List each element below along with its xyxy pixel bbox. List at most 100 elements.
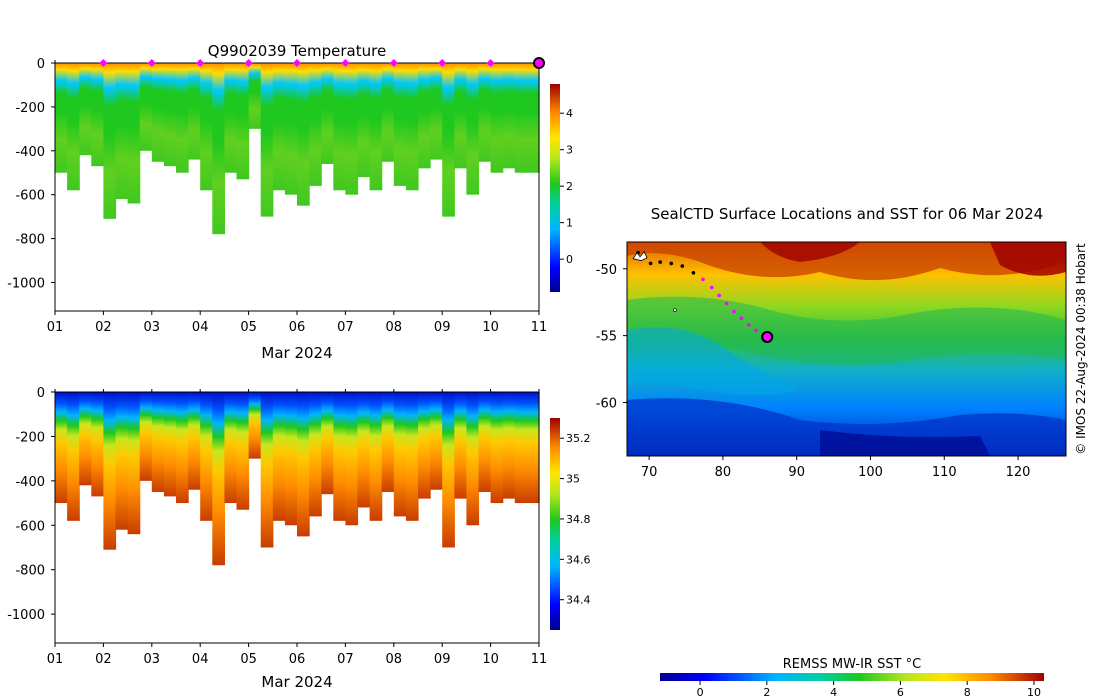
profile-column [188, 63, 201, 160]
profile-column [212, 392, 225, 566]
track-point [701, 277, 705, 282]
lon-tick-label: 110 [932, 465, 957, 480]
x-tick-label: 05 [240, 320, 257, 335]
track-point [710, 285, 714, 290]
lon-tick-label: 70 [641, 465, 658, 480]
y-tick-label: 0 [37, 57, 45, 72]
colorbar-tick-label: 35 [566, 473, 580, 486]
lat-tick-label: -60 [596, 397, 617, 412]
track-point [680, 264, 685, 268]
y-tick-label: -1000 [7, 276, 45, 291]
profile-column [139, 63, 153, 151]
salinity-x-axis: 01 02 03 04 05 06 07 08 09 10 11 [47, 389, 548, 667]
x-tick-label: 05 [240, 652, 257, 667]
seal-track [632, 250, 774, 343]
profile-column [248, 63, 262, 129]
sst-colorbar-tick-label: 4 [830, 686, 837, 699]
profile-column [466, 392, 480, 526]
lat-tick-label: -50 [596, 263, 617, 278]
profile-column [369, 392, 383, 521]
profile-column [103, 392, 117, 550]
track-point [648, 261, 653, 266]
lon-tick-label: 120 [1006, 465, 1031, 480]
profile-column [248, 392, 262, 459]
profile-column [127, 392, 141, 535]
sst-map-panel: SealCTD Surface Locations and SST for 06… [596, 205, 1088, 699]
profile-column [297, 392, 310, 537]
profile-marker [147, 59, 156, 67]
profile-column [405, 63, 419, 191]
profile-marker [341, 59, 350, 67]
profile-column [55, 63, 68, 173]
salinity-y-axis: 0 -200 -400 -600 -800 -1000 [7, 386, 55, 623]
profile-column [405, 392, 419, 521]
y-tick-label: -400 [15, 145, 45, 160]
map-credit: © IMOS 22-Aug-2024 00:38 Hobart [1074, 243, 1088, 455]
map-longitude-axis: 70 80 90 100 110 120 [641, 456, 1031, 480]
profile-column [381, 392, 395, 492]
profile-column [127, 63, 141, 204]
x-tick-label: 10 [482, 320, 499, 335]
profile-column [418, 392, 431, 499]
profile-column [115, 392, 129, 530]
profile-column [345, 63, 359, 195]
profile-column [478, 392, 492, 492]
x-tick-label: 07 [337, 652, 354, 667]
profile-column [151, 63, 165, 162]
profile-column [188, 392, 201, 490]
lon-tick-label: 80 [715, 465, 732, 480]
profile-column [79, 392, 92, 486]
profile-column [236, 392, 250, 510]
sst-colorbar-tick-label: 6 [897, 686, 904, 699]
y-tick-label: -800 [15, 564, 45, 579]
x-tick-label: 02 [95, 652, 112, 667]
profile-column [442, 392, 455, 548]
profile-column [284, 392, 298, 526]
profile-time-markers [99, 57, 545, 69]
profile-column [514, 392, 528, 504]
profile-column [139, 392, 153, 481]
profile-column [393, 392, 407, 517]
track-point [732, 309, 736, 314]
profile-column [79, 63, 92, 156]
track-point [658, 260, 662, 264]
track-point [754, 328, 758, 333]
colorbar-tick-label: 0 [566, 253, 573, 266]
profile-column [381, 63, 395, 162]
x-tick-label: 11 [531, 652, 548, 667]
sst-colorbar-tick-label: 0 [697, 686, 704, 699]
y-tick-label: -600 [15, 189, 45, 204]
profile-column [163, 392, 177, 497]
colorbar-tick-label: 1 [566, 217, 573, 230]
temperature-profiles [55, 63, 540, 235]
y-tick-label: -400 [15, 475, 45, 490]
profile-column [284, 63, 298, 195]
map-title: SealCTD Surface Locations and SST for 06… [651, 205, 1043, 223]
profile-marker [196, 59, 205, 67]
profile-column [345, 392, 359, 526]
profile-column [67, 63, 80, 191]
x-tick-label: 08 [386, 320, 403, 335]
profile-column [321, 392, 334, 495]
x-tick-label: 06 [289, 320, 306, 335]
x-tick-label: 04 [192, 652, 209, 667]
profile-column [260, 63, 274, 217]
profile-column [357, 63, 371, 178]
colorbar-tick-label: 2 [566, 180, 573, 193]
profile-column [321, 63, 334, 164]
profile-marker [293, 59, 301, 67]
profile-column [103, 63, 117, 219]
profile-column [430, 63, 443, 160]
x-tick-label: 09 [434, 652, 451, 667]
map-latitude-axis: -50 -55 -60 [596, 263, 627, 412]
profile-column [454, 63, 467, 169]
y-tick-label: -200 [15, 430, 45, 445]
profile-column [333, 392, 346, 521]
profile-column [454, 392, 467, 499]
profile-column [490, 63, 504, 173]
profile-column [272, 63, 286, 191]
colorbar-tick-label: 3 [566, 144, 573, 157]
y-tick-label: -200 [15, 101, 45, 116]
profile-column [115, 63, 129, 200]
profile-column [466, 63, 480, 195]
